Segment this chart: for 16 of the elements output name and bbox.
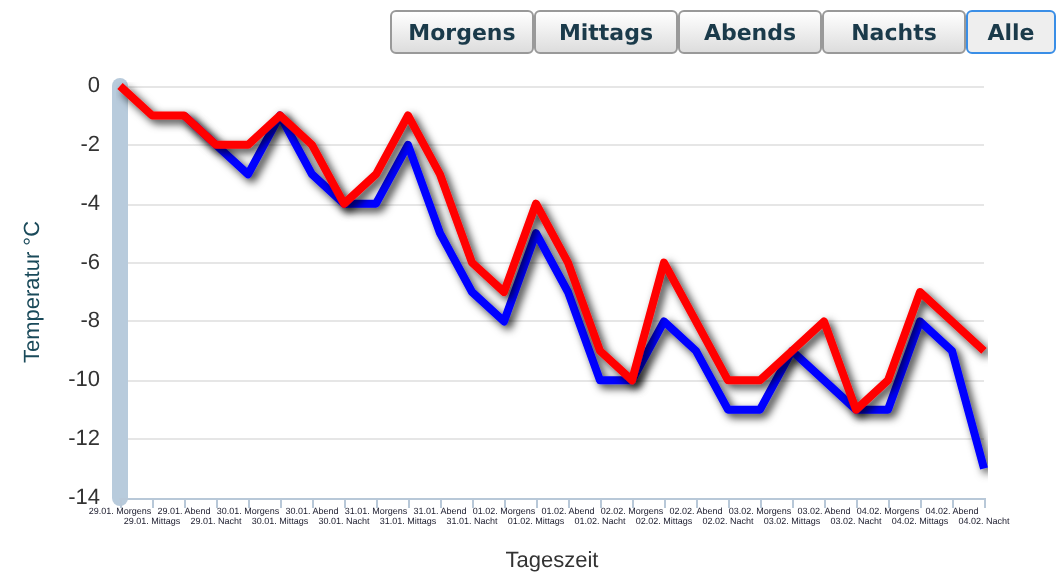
y-tick-label: 0 — [87, 74, 100, 98]
text: Nachts — [822, 10, 966, 54]
y-tick-label: -4 — [80, 191, 100, 216]
line-series — [116, 82, 988, 414]
text: Alle — [966, 10, 1056, 54]
y-tick-label: -8 — [80, 309, 100, 334]
y-tick-label: -10 — [68, 368, 100, 393]
text: Mittags — [534, 10, 678, 54]
y-tick-label: -6 — [80, 250, 100, 275]
text: Morgens — [390, 10, 534, 54]
y-tick-label: -2 — [80, 132, 100, 157]
y-axis-title: Temperatur °C — [21, 220, 45, 364]
x-axis-title: Tageszeit — [505, 549, 599, 573]
y-tick-label: -14 — [68, 486, 100, 510]
y-tick-label: -12 — [68, 427, 100, 452]
text: Abends — [678, 10, 822, 54]
